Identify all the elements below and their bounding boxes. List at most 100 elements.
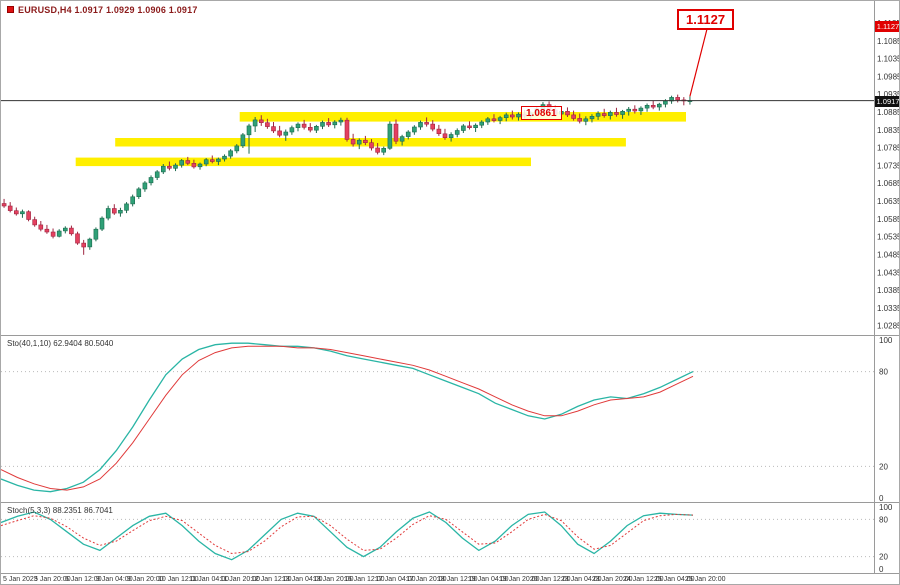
candle-body — [124, 203, 129, 211]
indicator-axis-label: 80 — [879, 368, 888, 377]
price-axis-label: 1.0535 — [877, 233, 900, 242]
stochastic-fast-canvas[interactable]: 100 80 20 0 — [1, 503, 900, 573]
stochastic-fast-label: Stoch(5,3,3) 88.2351 86.7041 — [7, 506, 113, 515]
candle-body — [161, 165, 166, 173]
indicator-axis-label: 100 — [879, 503, 893, 512]
candle-body — [314, 126, 319, 131]
candle-body — [356, 139, 362, 145]
candle-body — [583, 118, 589, 122]
candle-body — [565, 111, 570, 116]
stochastic-slow-panel[interactable]: 100 80 20 0 Sto(40,1,10) 62.9404 80.5040 — [1, 335, 900, 502]
candle-body — [473, 124, 478, 128]
candle-body — [577, 118, 583, 122]
time-axis-label: 9 Jan 20:00 — [127, 576, 164, 583]
price-axis-label: 1.0385 — [877, 286, 900, 295]
price-axis-label: 1.0985 — [877, 72, 900, 81]
candle-body — [369, 142, 374, 149]
candle-body — [265, 122, 270, 127]
candle-body — [203, 159, 209, 165]
candle-body — [614, 112, 619, 115]
candle-body — [20, 211, 25, 215]
indicator-axis-label: 100 — [879, 336, 893, 345]
main-chart-panel[interactable]: 1.11351.10851.10351.09851.09351.08851.08… — [1, 1, 900, 335]
candle-body — [210, 159, 215, 162]
stochastic-slow-canvas[interactable]: 100 80 20 0 — [1, 336, 900, 502]
candle-body — [87, 238, 93, 248]
time-axis-label: 6 Jan 12:00 — [65, 576, 102, 583]
candle-body — [50, 231, 56, 237]
candle-body — [197, 163, 203, 168]
time-axis[interactable]: 5 Jan 2023 5 Jan 20:00 6 Jan 12:00 9 Jan 04… — [1, 573, 899, 584]
candle-body — [69, 227, 74, 235]
indicator-axis-label: 0 — [879, 494, 884, 502]
candle-body — [173, 164, 178, 169]
candle-body — [14, 210, 19, 215]
target-price-label[interactable]: 1.1127 — [677, 9, 735, 30]
candle-body — [246, 125, 252, 136]
candle-body — [222, 155, 227, 160]
candle-body — [381, 148, 387, 153]
price-axis-label: 1.0685 — [877, 179, 900, 188]
symbol-swatch-icon — [7, 6, 14, 13]
time-axis-label: 18 Jan 12:00 — [437, 576, 478, 583]
price-axis-label: 1.0785 — [877, 144, 900, 153]
candle-body — [118, 210, 123, 214]
candle-body — [467, 125, 472, 129]
price-axis-label: 1.0835 — [877, 126, 900, 135]
candle-body — [620, 111, 625, 115]
candle-body — [626, 108, 632, 112]
candle-body — [491, 118, 497, 121]
candle-body — [191, 163, 197, 168]
stochastic-fast-panel[interactable]: 100 80 20 0 Stoch(5,3,3) 88.2351 86.7041 — [1, 502, 900, 573]
candle-body — [32, 219, 38, 226]
time-axis-label: 10 Jan 12:00 — [158, 576, 199, 583]
main-chart-canvas[interactable]: 1.11351.10851.10351.09851.09351.08851.08… — [1, 1, 900, 335]
zone-price-label[interactable]: 1.0861 — [521, 106, 562, 120]
candle-body — [44, 228, 50, 233]
candle-body — [375, 147, 380, 153]
candle-body — [258, 119, 264, 124]
candle-body — [509, 114, 515, 118]
time-axis-label: 23 Jan 04:00 — [561, 576, 602, 583]
candle-body — [350, 139, 356, 145]
candle-body — [644, 105, 650, 109]
candle-body — [571, 114, 576, 119]
candle-body — [167, 165, 172, 169]
candle-body — [485, 118, 491, 123]
candle-body — [307, 127, 313, 131]
price-axis-label: 1.1035 — [877, 55, 900, 64]
candle-body — [38, 224, 44, 230]
candle-body — [289, 127, 295, 133]
time-axis-label: 13 Jan 04:00 — [282, 576, 323, 583]
indicator-axis-label: 80 — [879, 515, 888, 524]
candle-body — [228, 150, 233, 157]
price-axis-label: 1.1085 — [877, 37, 900, 46]
time-axis-label: 16 Jan 12:00 — [344, 576, 385, 583]
candle-body — [405, 131, 411, 137]
candle-body — [607, 112, 613, 116]
time-axis-label: 17 Jan 20:00 — [406, 576, 447, 583]
price-axis-separator — [874, 1, 875, 573]
target-price-badge: 1.1127 — [875, 21, 900, 32]
candle-body — [412, 126, 417, 133]
candle-body — [277, 130, 282, 136]
candle-body — [430, 123, 436, 130]
candle-body — [93, 228, 99, 240]
candle-body — [130, 196, 135, 205]
candle-body — [663, 100, 668, 105]
candle-body — [1, 203, 7, 207]
price-axis-label: 1.0885 — [877, 108, 900, 117]
candle-body — [589, 116, 595, 120]
indicator-axis-label: 20 — [879, 553, 888, 562]
candle-body — [75, 233, 80, 244]
time-axis-label: 25 Jan 04:00 — [654, 576, 695, 583]
candle-body — [301, 123, 307, 128]
candle-body — [497, 117, 503, 121]
candle-body — [320, 122, 325, 127]
candle-body — [185, 160, 191, 164]
candle-body — [516, 113, 521, 118]
time-axis-label: 19 Jan 04:00 — [468, 576, 509, 583]
indicator-axis-label: 0 — [879, 565, 884, 573]
highlight-zone — [115, 138, 626, 147]
